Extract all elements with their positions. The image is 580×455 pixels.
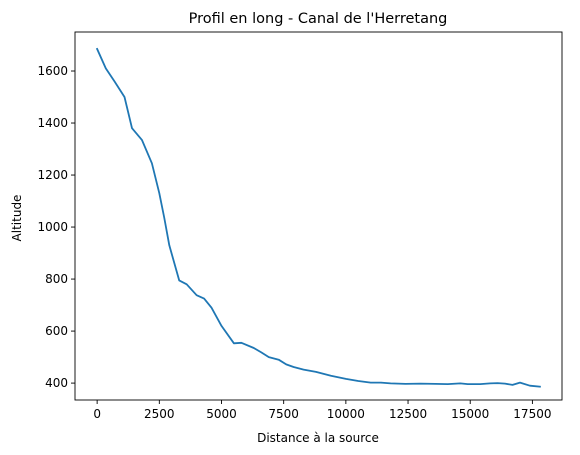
y-axis-ticks: 400 600 800 1000 1200 1400 1600: [37, 64, 75, 390]
x-tick-label: 0: [93, 407, 101, 421]
x-axis-ticks: 0 2500 5000 7500 10000 12500 15000 17500: [93, 400, 551, 421]
y-tick-label: 800: [45, 272, 68, 286]
y-tick-label: 1000: [37, 220, 68, 234]
x-tick-label: 17500: [513, 407, 551, 421]
y-tick-label: 600: [45, 324, 68, 338]
x-tick-label: 10000: [327, 407, 365, 421]
y-tick-label: 400: [45, 376, 68, 390]
chart-title: Profil en long - Canal de l'Herretang: [189, 11, 448, 27]
x-tick-label: 7500: [268, 407, 299, 421]
x-axis-label: Distance à la source: [257, 431, 379, 445]
x-tick-label: 2500: [144, 407, 175, 421]
series-line-0: [95, 47, 541, 388]
plot-area: [74, 31, 563, 401]
plot-frame: [74, 31, 563, 401]
x-tick-label: 12500: [389, 407, 427, 421]
x-tick-label: 15000: [451, 407, 489, 421]
x-tick-label: 5000: [206, 407, 237, 421]
y-tick-label: 1200: [37, 168, 68, 182]
y-tick-label: 1600: [37, 64, 68, 78]
y-axis-label: Altitude: [10, 195, 24, 242]
y-tick-label: 1400: [37, 116, 68, 130]
